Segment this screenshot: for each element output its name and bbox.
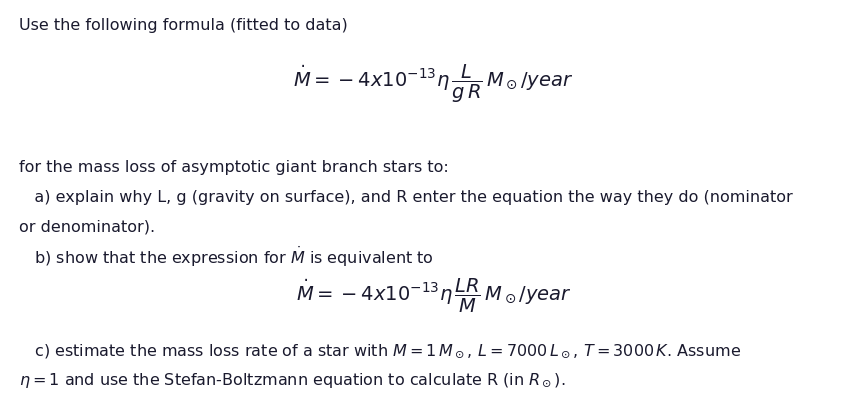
Text: $\dot{M} = -4x10^{-13}\eta\,\dfrac{L}{g\,R}\,M_\odot/year$: $\dot{M} = -4x10^{-13}\eta\,\dfrac{L}{g\… [293, 63, 574, 105]
Text: $\dot{M} = -4x10^{-13}\eta\,\dfrac{LR}{M}\,M_\odot/year$: $\dot{M} = -4x10^{-13}\eta\,\dfrac{LR}{M… [296, 276, 571, 314]
Text: $\eta = 1$ and use the Stefan-Boltzmann equation to calculate R (in $R_\odot$).: $\eta = 1$ and use the Stefan-Boltzmann … [19, 371, 565, 390]
Text: a) explain why L, g (gravity on surface), and R enter the equation the way they : a) explain why L, g (gravity on surface)… [19, 190, 792, 205]
Text: or denominator).: or denominator). [19, 219, 155, 234]
Text: b) show that the expression for $\dot{M}$ is equivalent to: b) show that the expression for $\dot{M}… [19, 245, 434, 269]
Text: for the mass loss of asymptotic giant branch stars to:: for the mass loss of asymptotic giant br… [19, 160, 449, 175]
Text: Use the following formula (fitted to data): Use the following formula (fitted to dat… [19, 18, 348, 33]
Text: c) estimate the mass loss rate of a star with $M = 1\,M_\odot,\,L = 7000\,L_\odo: c) estimate the mass loss rate of a star… [19, 342, 741, 360]
